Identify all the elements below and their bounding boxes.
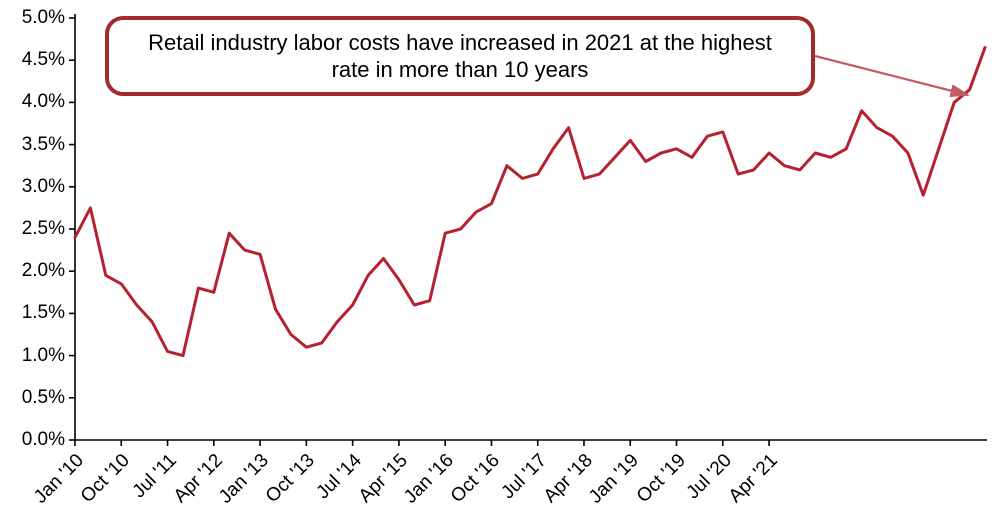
chart-container: Retail industry labor costs have increas… (0, 0, 1000, 530)
y-tick-label: 4.0% (22, 91, 65, 113)
y-tick-label: 4.5% (22, 49, 65, 71)
y-tick-label: 3.0% (22, 176, 65, 198)
callout-text: Retail industry labor costs have increas… (129, 29, 791, 84)
callout-box: Retail industry labor costs have increas… (105, 16, 815, 96)
y-tick-label: 0.5% (22, 387, 65, 409)
y-tick-label: 1.0% (22, 345, 65, 367)
callout-arrow (815, 56, 968, 95)
y-tick-label: 5.0% (22, 7, 65, 29)
y-tick-label: 1.5% (22, 302, 65, 324)
y-tick-label: 2.5% (22, 218, 65, 240)
y-tick-label: 3.5% (22, 134, 65, 156)
y-tick-label: 0.0% (22, 429, 65, 451)
y-tick-label: 2.0% (22, 260, 65, 282)
